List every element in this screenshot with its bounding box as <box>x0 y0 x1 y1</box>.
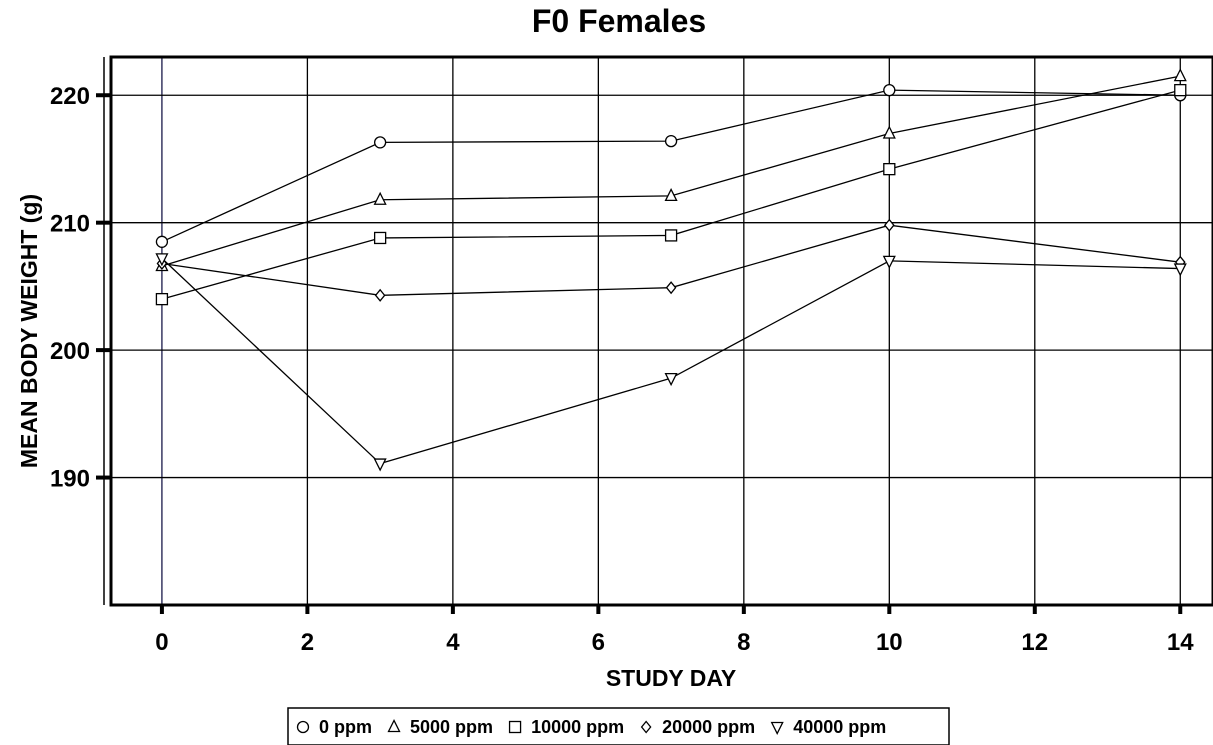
data-point <box>883 218 895 232</box>
data-point <box>373 136 387 149</box>
axes <box>103 55 1213 607</box>
legend-marker <box>770 721 784 735</box>
legend-entry-label: 5000 ppm <box>410 717 493 737</box>
legend-box <box>287 707 950 745</box>
data-point <box>1173 263 1187 277</box>
data-point <box>664 229 678 242</box>
x-tick-label: 8 <box>737 629 750 656</box>
data-point <box>1173 68 1187 82</box>
x-tick-label: 6 <box>592 629 605 656</box>
legend-marker <box>296 720 310 734</box>
series-5 <box>155 253 1187 472</box>
y-tick-label: 200 <box>50 338 90 365</box>
data-point <box>664 134 678 148</box>
data-point <box>155 235 169 248</box>
data-point <box>373 458 387 472</box>
chart-title: F0 Females <box>532 3 706 39</box>
data-point <box>155 253 169 267</box>
legend: 0 ppm 5000 ppm 10000 ppm 20000 ppm 40000 ppm <box>287 707 950 745</box>
data-point <box>374 288 386 302</box>
legend-entry-label: 20000 ppm <box>662 717 755 737</box>
tick-labels: 0 2 4 6 8 10 12 14 190 200 210 220 <box>50 83 1194 656</box>
data-point <box>883 83 896 97</box>
y-axis-label: MEAN BODY WEIGHT (g) <box>16 194 42 468</box>
y-tick-label: 210 <box>50 211 90 238</box>
data-point <box>882 255 896 269</box>
x-tick-label: 12 <box>1021 629 1048 656</box>
data-point <box>373 191 387 205</box>
data-point <box>1174 83 1187 97</box>
legend-entry-label: 10000 ppm <box>531 717 624 737</box>
series-2 <box>155 68 1187 272</box>
data-point <box>882 125 896 139</box>
legend-entry-label: 0 ppm <box>319 717 372 737</box>
y-tick-label: 190 <box>50 466 90 493</box>
x-tick-label: 0 <box>155 629 168 656</box>
grid <box>111 57 1213 605</box>
data-point <box>664 373 678 387</box>
x-axis-label: STUDY DAY <box>606 665 736 691</box>
y-tick-label: 220 <box>50 83 90 110</box>
series <box>155 68 1187 472</box>
data-point <box>155 292 169 306</box>
data-point <box>664 187 678 202</box>
plot-frame <box>109 55 1213 607</box>
series-3 <box>155 83 1187 306</box>
x-tick-label: 2 <box>301 629 314 656</box>
legend-marker <box>387 719 401 733</box>
data-point <box>883 162 896 176</box>
legend-marker <box>508 720 522 734</box>
data-point <box>373 231 387 245</box>
x-tick-label: 4 <box>446 629 460 656</box>
legend-entry-label: 40000 ppm <box>793 717 886 737</box>
x-tick-label: 14 <box>1167 629 1194 656</box>
x-tick-label: 10 <box>876 629 903 656</box>
legend-marker <box>640 720 652 734</box>
data-point <box>665 281 677 295</box>
